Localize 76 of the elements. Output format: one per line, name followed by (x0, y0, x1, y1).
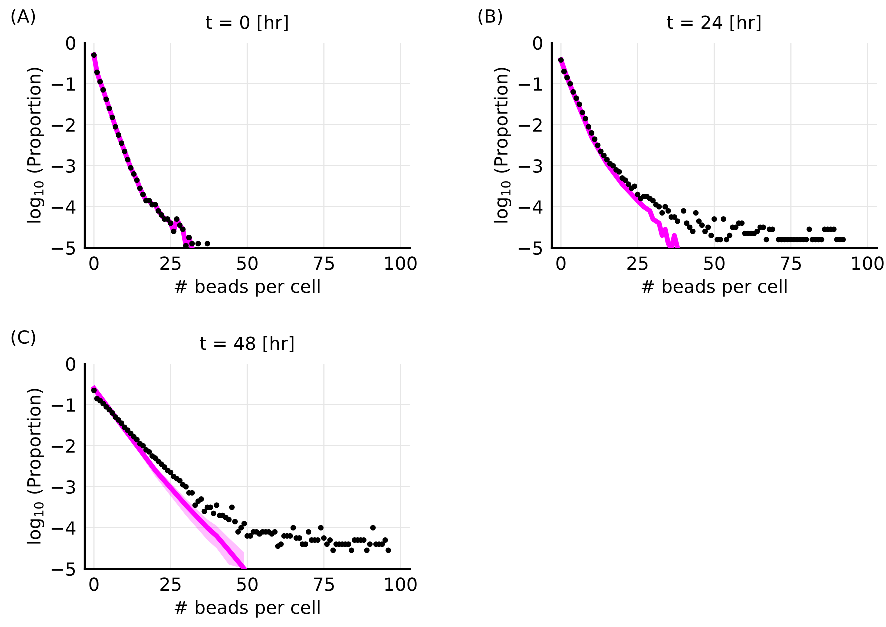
point (128, 165, 134, 171)
y-tick-label: −2 (518, 118, 542, 132)
point (137, 186, 143, 192)
x-tick-label: 0 (90, 578, 99, 592)
point (116, 132, 122, 138)
y-tick-label: −2 (52, 118, 75, 132)
text: (B) (478, 9, 502, 26)
point (125, 157, 131, 163)
x-tick-label: 100 (852, 256, 884, 270)
y-tick-label: −1 (52, 398, 75, 412)
x-tick-label: 50 (237, 256, 258, 270)
x-tick-label: 100 (386, 256, 417, 270)
y-tick-label: −5 (52, 242, 76, 256)
point (168, 220, 174, 226)
y-tick-label: −4 (518, 200, 543, 214)
y-axis-title: log$_{10}$ (Proportion) (26, 389, 44, 544)
x-tick-label: 75 (314, 256, 334, 270)
y-tick-label: 0 (66, 357, 76, 372)
point (177, 222, 183, 228)
x-axis-title: # beads per cell (642, 279, 787, 297)
y-axis-title: log$_{10}$ (Proportion) (26, 68, 44, 223)
point (98, 79, 104, 85)
point (106, 106, 112, 112)
x-axis-title: # beads per cell (174, 279, 320, 297)
chart-title: t = 0 [hr] (206, 15, 288, 32)
y-tick-label: −4 (52, 522, 76, 535)
line-series (558, 58, 680, 248)
point (140, 192, 146, 198)
point (183, 243, 189, 248)
y-tick-label: −4 (52, 200, 76, 214)
chart-title: t = 24 [hr] (667, 15, 761, 32)
point (186, 234, 192, 241)
point (122, 148, 128, 154)
y-tick-label: −5 (52, 562, 76, 576)
x-tick-label: 75 (781, 256, 802, 270)
point (119, 140, 125, 146)
y-tick-label: −3 (518, 159, 542, 174)
x-tick-label: 25 (628, 256, 648, 270)
y-tick-label: −2 (52, 439, 75, 453)
y-tick-label: 0 (533, 36, 542, 50)
point (131, 171, 137, 177)
point (174, 216, 180, 222)
point (134, 178, 140, 184)
text: (A) (12, 9, 36, 26)
line-series (92, 52, 195, 248)
point (104, 96, 110, 102)
y-axis-title: log$_{10}$ (Proportion) (494, 68, 512, 223)
point (190, 241, 196, 247)
x-tick-label: 25 (160, 256, 181, 270)
point (112, 124, 118, 130)
x-tick-label: 50 (704, 256, 725, 270)
point (91, 52, 97, 58)
text: (C) (12, 330, 36, 346)
x-tick-label: 0 (556, 256, 566, 270)
x-tick-label: 50 (237, 578, 258, 592)
chart-title: t = 48 [hr] (200, 336, 294, 352)
point (204, 241, 210, 247)
point (156, 208, 162, 214)
point (171, 228, 177, 234)
x-tick-label: 25 (160, 578, 181, 592)
y-tick-label: 0 (66, 36, 76, 50)
y-tick-label: −3 (52, 159, 76, 174)
x-tick-label: 100 (386, 578, 417, 592)
point (110, 114, 116, 120)
point (158, 212, 164, 218)
point (100, 87, 106, 93)
x-tick-label: 75 (314, 578, 334, 592)
point (180, 226, 186, 232)
y-tick-label: −5 (518, 242, 542, 256)
x-tick-label: 0 (90, 256, 99, 270)
point (196, 241, 202, 247)
y-tick-label: −1 (52, 78, 75, 91)
x-axis-title: # beads per cell (174, 600, 320, 618)
y-tick-label: −1 (518, 78, 542, 91)
y-tick-label: −3 (52, 480, 76, 494)
point (94, 70, 100, 76)
